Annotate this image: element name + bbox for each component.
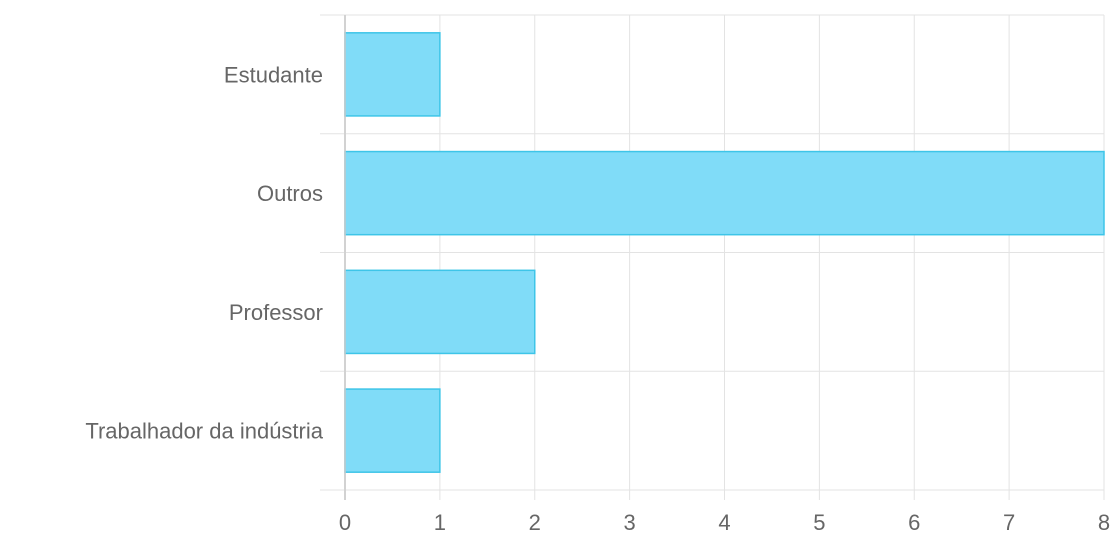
- bar-layer: [344, 32, 1105, 473]
- category-label: Trabalhador da indústria: [85, 419, 323, 444]
- grid-layer: [320, 14, 1105, 500]
- x-tick-label: 4: [718, 510, 730, 535]
- bar: [344, 388, 441, 473]
- label-layer: 0 1 2 3 4 5 6 7 8 Estudante Outros Professor Trabalh…: [85, 62, 1110, 535]
- x-tick-label: 8: [1098, 510, 1110, 535]
- category-label: Outros: [257, 181, 323, 206]
- x-tick-label: 7: [1003, 510, 1015, 535]
- bar: [344, 150, 1105, 236]
- x-tick-label: 1: [434, 510, 446, 535]
- x-tick-label: 5: [813, 510, 825, 535]
- x-tick-label: 6: [908, 510, 920, 535]
- bar: [344, 269, 536, 355]
- category-label: Professor: [229, 300, 323, 325]
- x-tick-label: 3: [624, 510, 636, 535]
- bar: [344, 32, 441, 117]
- category-label: Estudante: [224, 62, 323, 87]
- x-tick-label: 0: [339, 510, 351, 535]
- x-tick-label: 2: [529, 510, 541, 535]
